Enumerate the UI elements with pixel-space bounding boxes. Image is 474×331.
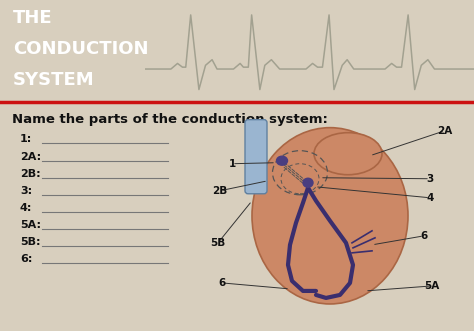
Text: 6: 6 <box>219 278 226 288</box>
Text: 5B:: 5B: <box>20 237 40 247</box>
Text: SYSTEM: SYSTEM <box>13 71 95 89</box>
Ellipse shape <box>276 156 288 165</box>
Text: 6:: 6: <box>20 254 32 264</box>
Text: 2B:: 2B: <box>20 169 41 179</box>
Text: THE: THE <box>13 10 53 27</box>
Text: 2A:: 2A: <box>20 152 41 162</box>
Text: 6: 6 <box>420 231 428 241</box>
Text: 3:: 3: <box>20 186 32 196</box>
Text: 2A: 2A <box>438 126 453 136</box>
Text: 5A:: 5A: <box>20 220 41 230</box>
Text: 3: 3 <box>427 174 434 184</box>
Ellipse shape <box>303 178 313 187</box>
FancyBboxPatch shape <box>245 119 267 194</box>
Ellipse shape <box>252 128 408 304</box>
Text: Name the parts of the conduction system:: Name the parts of the conduction system: <box>12 113 328 126</box>
Text: 1:: 1: <box>20 134 32 144</box>
Text: 5A: 5A <box>424 281 439 291</box>
Text: 5B: 5B <box>210 238 226 248</box>
Text: 4: 4 <box>426 193 434 203</box>
Ellipse shape <box>314 133 382 175</box>
Text: 4:: 4: <box>20 203 32 213</box>
Text: 2B: 2B <box>212 186 228 196</box>
Text: 1: 1 <box>228 159 236 169</box>
Text: CONDUCTION: CONDUCTION <box>13 40 148 58</box>
